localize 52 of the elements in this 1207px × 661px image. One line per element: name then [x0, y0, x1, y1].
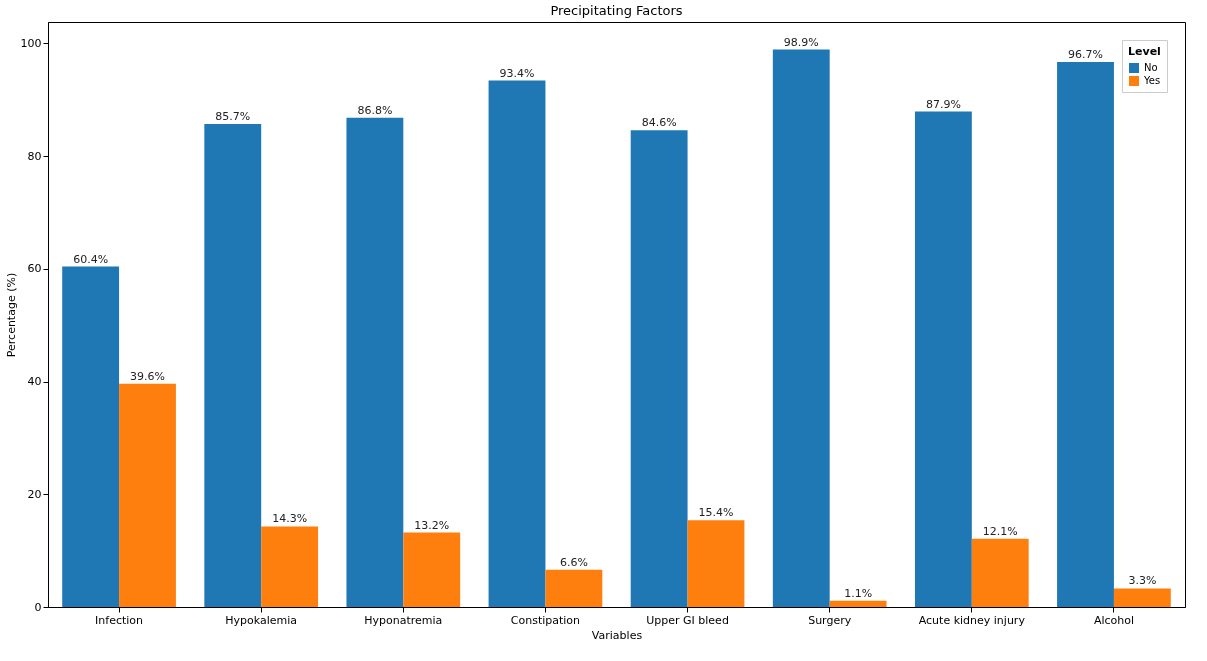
legend-label: Yes [1143, 75, 1161, 86]
x-tick-label: Hyponatremia [364, 613, 443, 627]
bar [971, 538, 1029, 607]
bar [772, 49, 830, 607]
bar [545, 569, 603, 607]
data-label: 13.2% [414, 518, 450, 532]
data-label: 60.4% [73, 252, 109, 266]
data-label: 14.3% [272, 512, 308, 526]
bar [687, 520, 745, 607]
data-label: 12.1% [982, 524, 1018, 538]
data-label: 3.3% [1128, 574, 1157, 588]
bar [1057, 62, 1114, 607]
data-label: 86.8% [357, 103, 393, 117]
x-tick-label: Constipation [510, 613, 581, 627]
chart-title: Precipitating Factors [550, 3, 683, 18]
data-label: 87.9% [925, 97, 961, 111]
x-tick-label: Surgery [808, 613, 852, 627]
data-label: 6.6% [559, 555, 588, 569]
bar [204, 124, 262, 607]
x-tick-label: Alcohol [1093, 613, 1134, 627]
x-tick-label: Infection [95, 613, 144, 627]
data-label: 1.1% [844, 586, 873, 600]
data-label: 96.7% [1068, 48, 1103, 62]
bar [488, 80, 546, 607]
legend-label: No [1144, 62, 1158, 73]
y-tick-label: 20 [27, 487, 42, 501]
data-label: 39.6% [130, 369, 165, 383]
y-tick-label: 0 [34, 600, 42, 614]
y-tick-label: 60 [27, 262, 42, 276]
bar [829, 600, 887, 607]
data-label: 84.6% [641, 116, 677, 130]
data-label: 85.7% [215, 110, 251, 124]
bar [346, 117, 404, 607]
x-tick-label: Acute kidney injury [918, 613, 1026, 627]
y-tick-label: 80 [27, 149, 42, 163]
x-tick-label: Hypokalemia [225, 613, 298, 627]
data-label: 15.4% [698, 506, 734, 520]
data-label: 98.9% [783, 35, 819, 49]
bar [403, 532, 461, 607]
bar [62, 266, 120, 607]
y-axis-title: Percentage (%) [4, 272, 18, 358]
data-label: 93.4% [499, 66, 535, 80]
bar [1113, 588, 1171, 607]
x-tick-label: Upper GI bleed [646, 613, 729, 627]
x-axis-title: Variables [591, 628, 643, 642]
bar [261, 526, 319, 607]
y-tick-label: 40 [27, 375, 42, 389]
bar [630, 130, 688, 607]
y-tick-label: 100 [20, 36, 42, 50]
bar [119, 383, 176, 607]
bar [914, 111, 972, 607]
legend-title: Level [1128, 45, 1161, 58]
